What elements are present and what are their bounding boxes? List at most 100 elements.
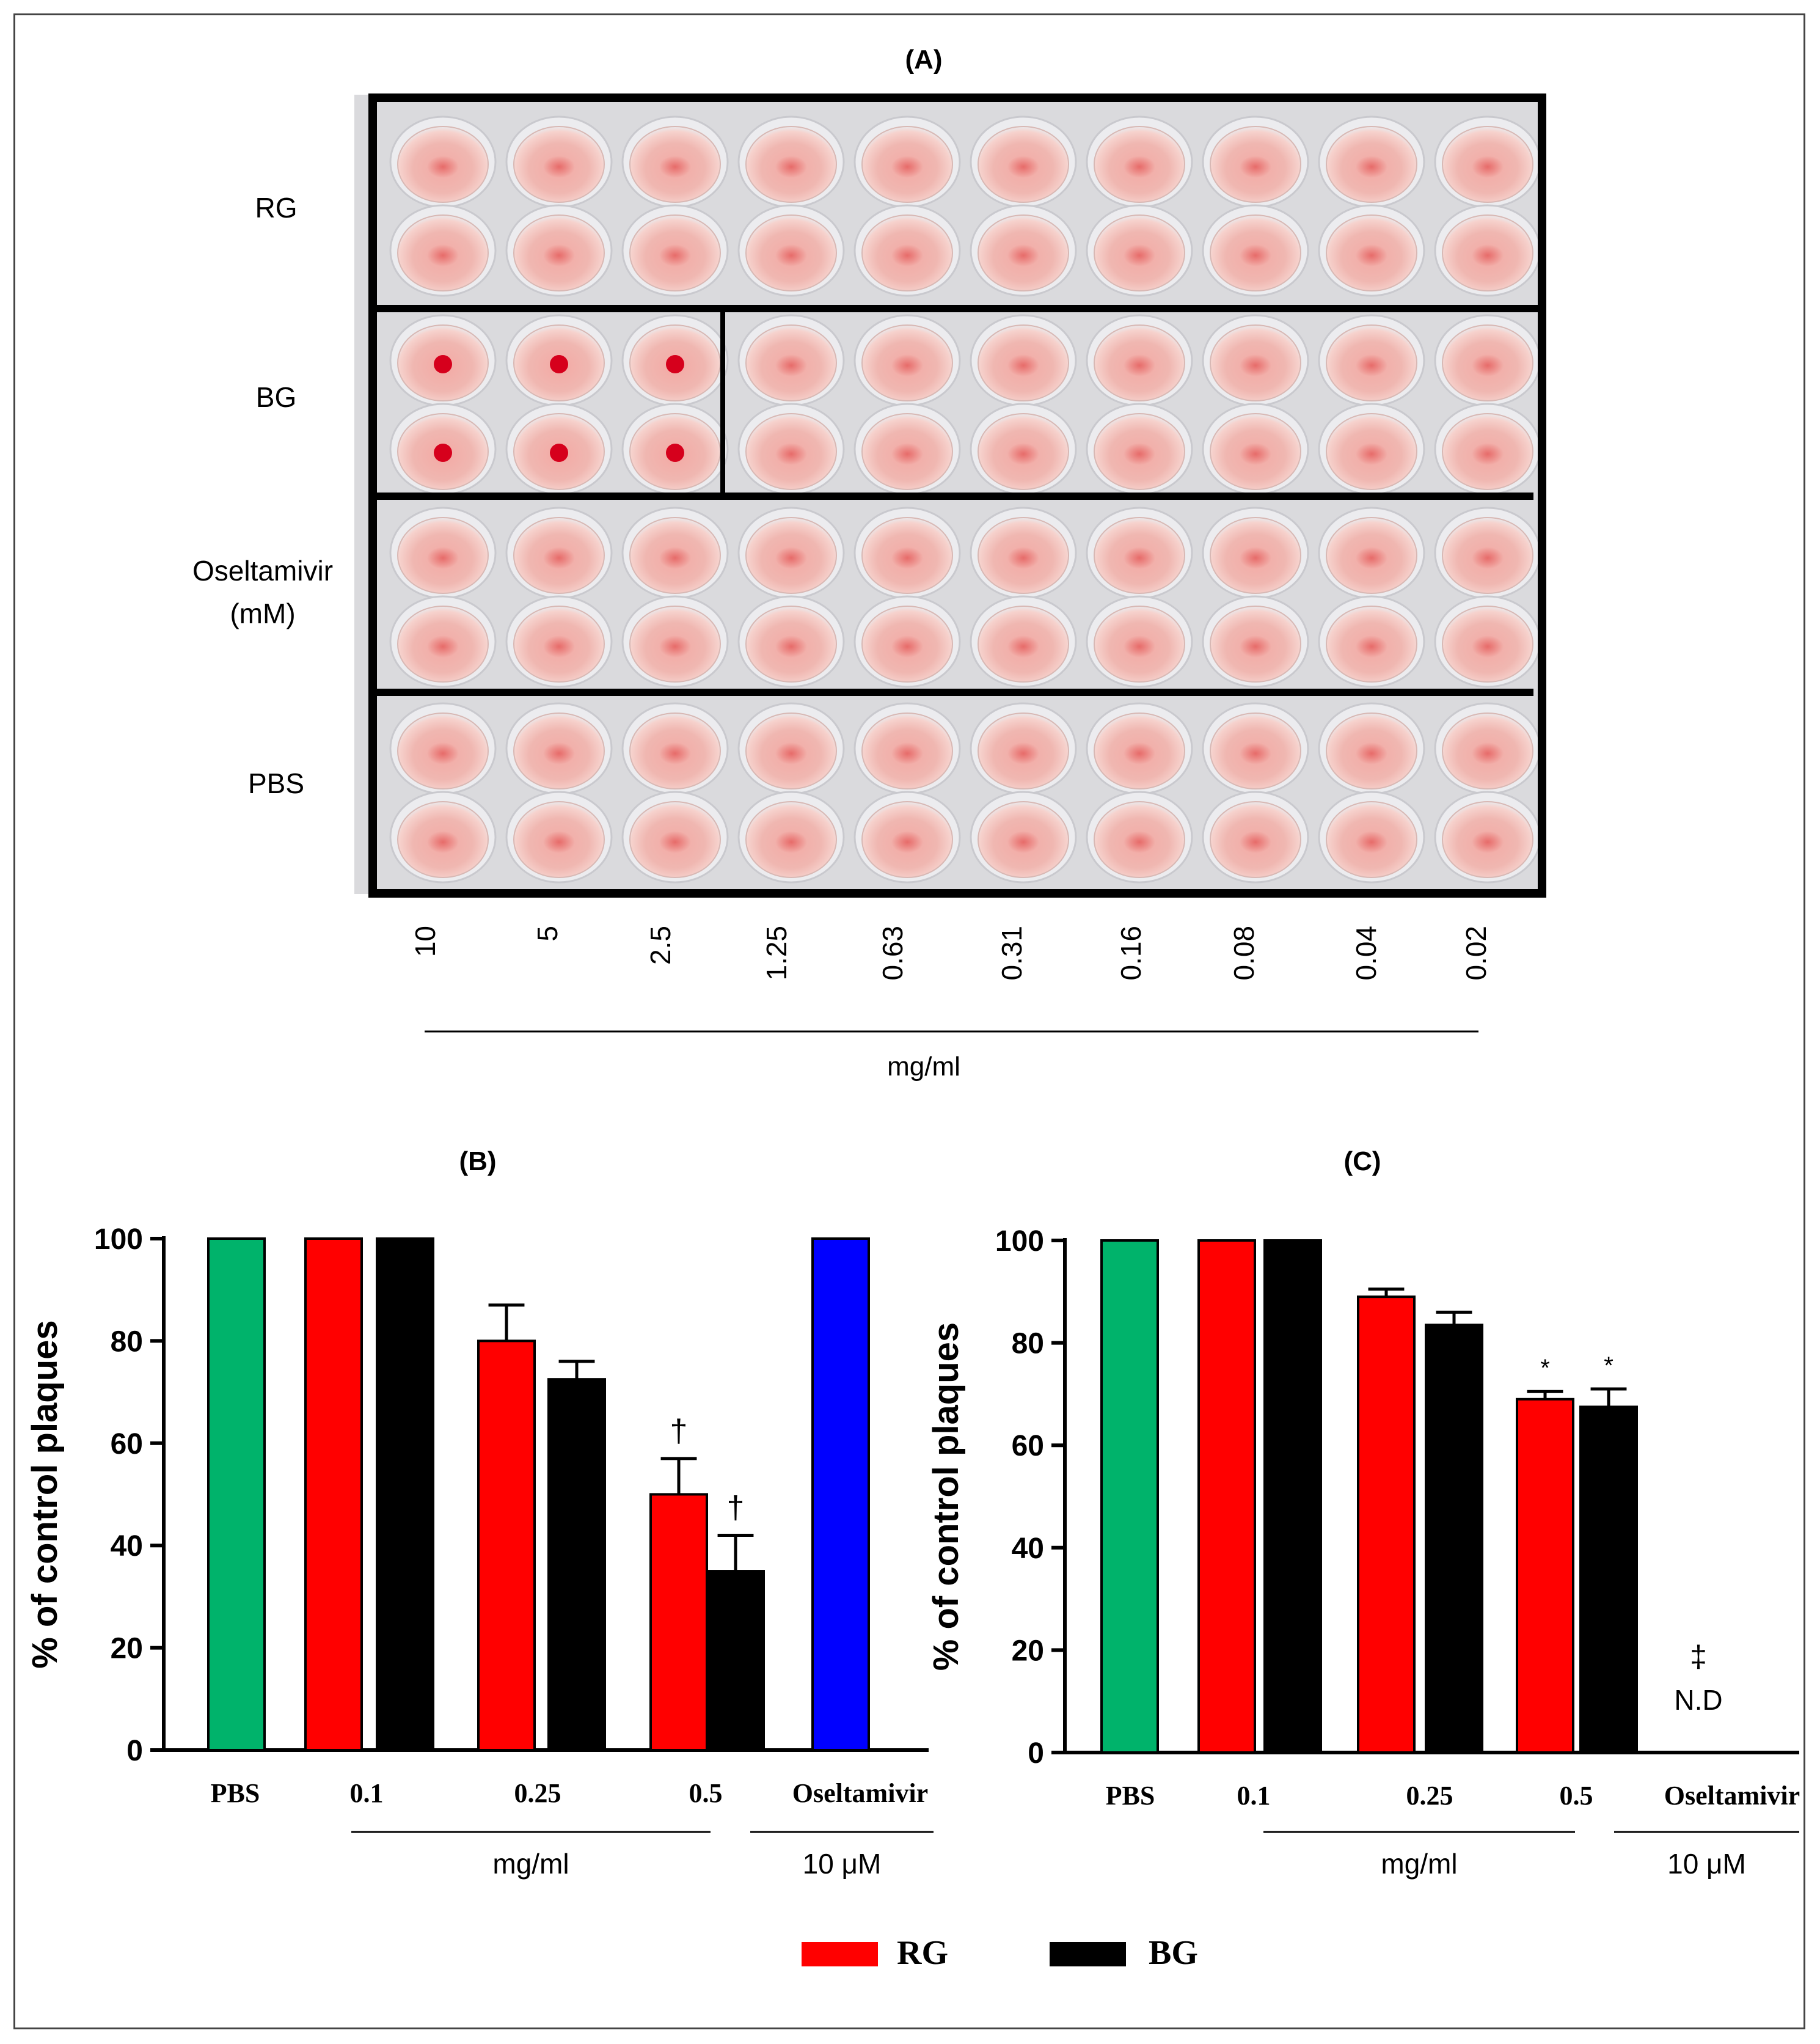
chart-title: (C) <box>1343 1146 1381 1176</box>
well <box>970 403 1077 496</box>
figure-frame <box>13 13 1805 2029</box>
well <box>970 115 1077 208</box>
well <box>853 507 961 599</box>
well <box>853 204 961 297</box>
concentration-tick-label: 0.02 <box>1460 926 1492 981</box>
rbc-pellet <box>666 355 684 373</box>
well <box>505 507 613 599</box>
well <box>1202 403 1309 496</box>
y-tick-label: 100 <box>995 1225 1044 1258</box>
bar-bg-0.1 <box>376 1237 434 1751</box>
well <box>621 507 729 599</box>
bar-rg-0.25 <box>1357 1295 1416 1754</box>
well <box>505 595 613 688</box>
y-tick-label: 40 <box>111 1530 143 1562</box>
legend-rg-label: RG <box>897 1934 948 1972</box>
well <box>505 115 613 208</box>
well <box>1434 595 1541 688</box>
y-tick-label: 80 <box>1012 1328 1044 1360</box>
well <box>970 791 1077 884</box>
rbc-pellet <box>550 444 568 462</box>
well <box>1434 507 1541 599</box>
well <box>505 314 613 407</box>
x-tick-label: 0.5 <box>689 1778 723 1808</box>
x-tick-label: Oseltamivir <box>792 1778 928 1808</box>
concentration-tick-label: 2.5 <box>645 926 676 965</box>
well <box>1318 403 1425 496</box>
well <box>1202 115 1309 208</box>
chart-b: (B) % of control plaques 0 20 40 60 80 100 † † PBS… <box>25 1146 934 1880</box>
well <box>1318 702 1425 795</box>
well <box>1434 314 1541 407</box>
significance-mark: * <box>1604 1352 1614 1379</box>
chart-c: (C) % of control plaques 0 20 40 60 80 100 * * ‡ N.… <box>926 1146 1800 1880</box>
well <box>621 115 729 208</box>
bar-rg-0.5 <box>1516 1397 1574 1754</box>
well <box>1086 115 1193 208</box>
y-tick-label: 0 <box>1028 1737 1044 1770</box>
y-axis-label: % of control plaques <box>25 1320 65 1668</box>
bar-rg-0.25 <box>477 1339 536 1751</box>
bar-bg-0.1 <box>1263 1239 1322 1754</box>
x-tick-label: 0.1 <box>1237 1781 1271 1811</box>
well <box>389 204 497 297</box>
well <box>737 314 845 407</box>
well <box>1202 507 1309 599</box>
panel-a: (A) RG BG Oseltamivir (mM) PBS 10 5 2.5 1.25 0.6… <box>192 45 1546 1082</box>
well <box>389 507 497 599</box>
significance-mark: † <box>727 1490 745 1525</box>
row-label-rg: RG <box>255 192 298 224</box>
row-label-pbs: PBS <box>248 767 304 799</box>
well <box>621 314 729 407</box>
well <box>737 791 845 884</box>
row-label-oseltamivir: Oseltamivir <box>192 555 333 587</box>
well <box>505 791 613 884</box>
well <box>1202 702 1309 795</box>
well <box>389 314 497 407</box>
plate-separators <box>368 93 1546 898</box>
well <box>1086 791 1193 884</box>
well <box>1318 507 1425 599</box>
well <box>1318 791 1425 884</box>
bar-pbs-PBS <box>1100 1239 1159 1754</box>
well <box>737 507 845 599</box>
well <box>737 403 845 496</box>
well <box>505 204 613 297</box>
chart-title: (B) <box>459 1146 496 1176</box>
concentration-tick-label: 0.63 <box>877 926 908 981</box>
rbc-pellet <box>434 355 452 373</box>
well <box>1318 314 1425 407</box>
significance-mark: ‡ <box>1690 1639 1707 1674</box>
well <box>1086 403 1193 496</box>
significance-mark: † <box>670 1413 688 1449</box>
concentration-tick-label: 1.25 <box>761 926 792 981</box>
concentration-tick-label: 0.08 <box>1228 926 1260 981</box>
y-tick-label: 20 <box>1012 1635 1044 1667</box>
well <box>1434 115 1541 208</box>
well <box>1318 115 1425 208</box>
well <box>970 702 1077 795</box>
well <box>853 314 961 407</box>
y-tick-label: 60 <box>1012 1430 1044 1462</box>
well <box>970 595 1077 688</box>
concentration-tick-label: 10 <box>409 926 441 957</box>
x-tick-label: PBS <box>211 1778 260 1808</box>
x-tick-label: 0.25 <box>514 1778 561 1808</box>
y-tick-label: 80 <box>111 1325 143 1358</box>
bar-oseltamivir-Oseltamivir <box>811 1237 870 1751</box>
well <box>1202 595 1309 688</box>
well <box>389 403 497 496</box>
well <box>1318 595 1425 688</box>
well <box>853 595 961 688</box>
well <box>389 595 497 688</box>
x-tick-label: 0.5 <box>1560 1781 1593 1811</box>
legend-bg-swatch <box>1050 1942 1126 1966</box>
well <box>1202 791 1309 884</box>
bar-rg-0.1 <box>304 1237 363 1751</box>
bar-bg-0.5 <box>706 1570 765 1752</box>
bar-bg-0.25 <box>547 1378 606 1752</box>
x-tick-label: PBS <box>1106 1781 1155 1811</box>
well <box>505 403 613 496</box>
well <box>853 791 961 884</box>
